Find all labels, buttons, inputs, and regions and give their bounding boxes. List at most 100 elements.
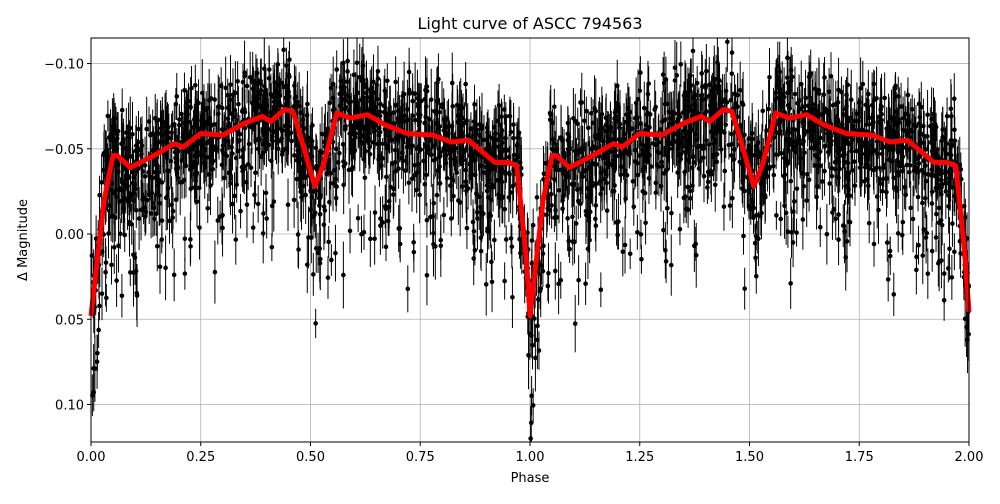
data-point xyxy=(163,266,168,271)
data-point xyxy=(855,112,860,117)
data-point xyxy=(465,133,470,138)
data-point xyxy=(654,181,659,186)
data-point xyxy=(405,107,410,112)
data-point xyxy=(615,233,620,238)
data-point xyxy=(598,132,603,137)
data-point xyxy=(91,390,96,395)
data-point xyxy=(626,107,631,112)
data-point xyxy=(195,171,200,176)
data-point xyxy=(822,169,827,174)
data-point xyxy=(262,66,267,71)
data-point xyxy=(155,163,160,168)
data-point xyxy=(213,270,218,275)
data-point xyxy=(801,171,806,176)
data-point xyxy=(511,136,516,141)
data-point xyxy=(827,112,832,117)
data-point xyxy=(232,194,237,199)
data-point xyxy=(441,148,446,153)
data-point xyxy=(306,235,311,240)
data-point xyxy=(900,233,905,238)
data-point xyxy=(571,183,576,188)
data-point xyxy=(688,196,693,201)
data-point xyxy=(635,161,640,166)
data-point xyxy=(331,181,336,186)
data-point xyxy=(531,223,536,228)
data-point xyxy=(905,163,910,168)
data-point xyxy=(385,78,390,83)
data-point xyxy=(669,211,674,216)
data-point xyxy=(874,96,879,101)
data-point xyxy=(837,167,842,172)
data-point xyxy=(172,273,177,278)
data-point xyxy=(440,105,445,110)
data-point xyxy=(952,194,957,199)
data-point xyxy=(112,245,117,250)
data-point xyxy=(853,183,858,188)
data-point xyxy=(728,203,733,208)
data-point xyxy=(414,188,419,193)
data-point xyxy=(131,170,136,175)
data-point xyxy=(814,195,819,200)
data-point xyxy=(886,277,891,282)
data-point xyxy=(590,183,595,188)
data-point xyxy=(292,198,297,203)
data-point xyxy=(398,226,403,231)
data-point xyxy=(334,184,339,189)
data-point xyxy=(450,124,455,129)
data-point xyxy=(141,206,146,211)
data-point xyxy=(750,198,755,203)
data-point xyxy=(870,122,875,127)
data-point xyxy=(709,172,714,177)
data-point xyxy=(223,152,228,157)
data-point xyxy=(489,260,494,265)
data-point xyxy=(651,141,656,146)
data-point xyxy=(256,96,261,101)
data-point xyxy=(165,168,170,173)
data-point xyxy=(373,210,378,215)
data-point xyxy=(463,82,468,87)
data-point xyxy=(120,293,125,298)
data-point xyxy=(341,183,346,188)
data-point xyxy=(529,393,534,398)
data-point xyxy=(774,213,779,218)
data-point xyxy=(157,193,162,198)
data-point xyxy=(417,162,422,167)
data-point xyxy=(914,268,919,273)
data-point xyxy=(695,81,700,86)
data-point xyxy=(593,217,598,222)
data-point xyxy=(570,239,575,244)
data-point xyxy=(896,94,901,99)
data-point xyxy=(177,123,182,128)
data-point xyxy=(310,123,315,128)
data-point xyxy=(417,193,422,198)
data-point xyxy=(369,98,374,103)
data-point xyxy=(896,231,901,236)
data-point xyxy=(678,227,683,232)
data-point xyxy=(613,148,618,153)
data-point xyxy=(127,136,132,141)
data-point xyxy=(357,137,362,142)
data-point xyxy=(538,286,543,291)
data-point xyxy=(390,138,395,143)
data-point xyxy=(174,102,179,107)
data-point xyxy=(678,152,683,157)
data-point xyxy=(356,216,361,221)
data-point xyxy=(112,126,117,131)
data-point xyxy=(580,146,585,151)
data-point xyxy=(253,170,258,175)
data-point xyxy=(428,215,433,220)
data-point xyxy=(152,217,157,222)
data-point xyxy=(438,238,443,243)
data-point xyxy=(669,263,674,268)
data-point xyxy=(845,115,850,120)
data-point xyxy=(318,193,323,198)
data-point xyxy=(944,189,949,194)
data-point xyxy=(615,83,620,88)
data-point xyxy=(472,158,477,163)
data-point xyxy=(266,127,271,132)
data-point xyxy=(490,280,495,285)
data-point xyxy=(912,169,917,174)
data-point xyxy=(567,247,572,252)
data-point xyxy=(148,174,153,179)
data-point xyxy=(754,274,759,279)
